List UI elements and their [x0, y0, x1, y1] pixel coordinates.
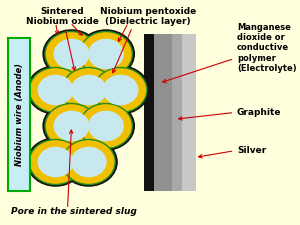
Bar [172, 34, 182, 191]
Circle shape [71, 75, 107, 105]
Text: Sintered
Niobium oxide: Sintered Niobium oxide [26, 7, 99, 26]
Circle shape [88, 111, 124, 141]
Bar [8, 38, 31, 191]
Circle shape [42, 29, 100, 79]
Circle shape [94, 68, 147, 112]
Circle shape [38, 75, 74, 105]
Circle shape [29, 68, 82, 112]
Circle shape [80, 104, 132, 148]
Circle shape [88, 39, 124, 69]
Bar [144, 34, 154, 191]
Circle shape [77, 29, 135, 79]
Circle shape [26, 65, 85, 115]
Circle shape [42, 101, 100, 151]
Circle shape [45, 104, 98, 148]
Circle shape [92, 65, 150, 115]
Text: Graphite: Graphite [237, 108, 281, 117]
Text: Niobium pentoxide
(Dielectric layer): Niobium pentoxide (Dielectric layer) [100, 7, 196, 26]
Circle shape [80, 32, 132, 76]
Circle shape [103, 75, 139, 105]
Text: Pore in the sintered slug: Pore in the sintered slug [11, 207, 137, 216]
Bar [154, 34, 172, 191]
Circle shape [62, 140, 115, 184]
Circle shape [77, 101, 135, 151]
Circle shape [60, 137, 118, 187]
Circle shape [53, 111, 89, 141]
Text: Niobium wire (Anode): Niobium wire (Anode) [15, 63, 24, 166]
Circle shape [45, 32, 98, 76]
Text: Silver: Silver [237, 146, 266, 155]
Circle shape [62, 68, 115, 112]
Circle shape [29, 140, 82, 184]
Circle shape [38, 147, 74, 177]
Text: Manganese
dioxide or
conductive
polymer
(Electrolyte): Manganese dioxide or conductive polymer … [237, 22, 297, 73]
Circle shape [53, 39, 89, 69]
Circle shape [26, 137, 85, 187]
Circle shape [71, 147, 107, 177]
Bar [182, 34, 196, 191]
Circle shape [60, 65, 118, 115]
